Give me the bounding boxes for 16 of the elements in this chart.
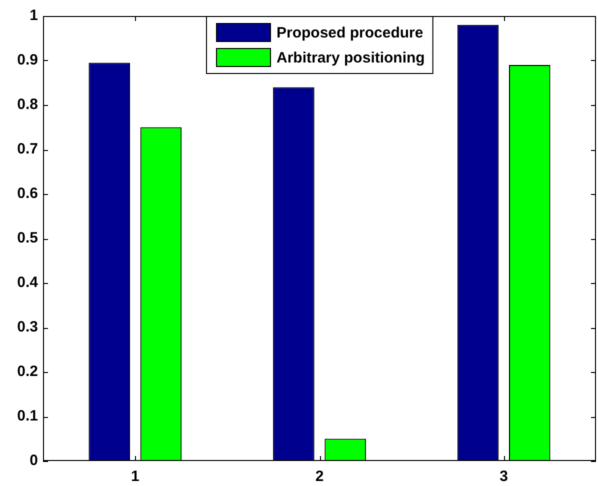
y-tick-label: 0.2	[17, 363, 38, 380]
y-tick-label: 0.1	[17, 408, 38, 425]
legend-label: Proposed procedure	[276, 24, 424, 42]
legend-label: Arbitrary positioning	[276, 50, 425, 67]
y-tick-label: 0.9	[17, 52, 38, 69]
y-tick-label: 1	[30, 7, 38, 24]
y-tick-label: 0	[30, 452, 38, 470]
y-tick-label: 0.3	[17, 318, 38, 336]
x-tick-label: 3	[500, 468, 508, 486]
y-tick-label: 0.7	[17, 140, 38, 158]
y-tick-label: 0.5	[17, 230, 38, 247]
y-tick-label: 0.4	[17, 274, 39, 292]
y-tick-label: 0.6	[17, 185, 38, 202]
x-tick-label: 1	[130, 468, 140, 486]
y-tick-label: 0.8	[17, 96, 38, 114]
x-tick-label: 2	[315, 468, 324, 486]
